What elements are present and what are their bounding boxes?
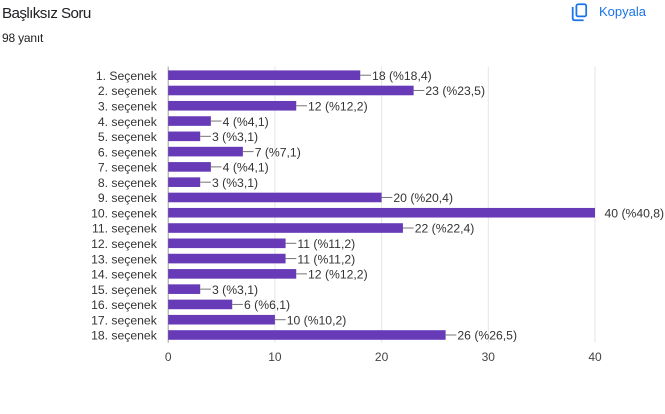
svg-text:4. seçenek: 4. seçenek (98, 115, 158, 129)
svg-text:10: 10 (268, 350, 282, 364)
svg-text:5. seçenek: 5. seçenek (98, 130, 158, 144)
svg-text:8. seçenek: 8. seçenek (98, 176, 158, 190)
svg-text:6. seçenek: 6. seçenek (98, 145, 158, 159)
svg-text:4 (%4,1): 4 (%4,1) (223, 115, 269, 129)
svg-text:10 (%10,2): 10 (%10,2) (287, 313, 347, 327)
svg-text:0: 0 (165, 350, 172, 364)
svg-text:12. seçenek: 12. seçenek (91, 237, 158, 251)
svg-text:17. seçenek: 17. seçenek (91, 313, 158, 327)
svg-text:16. seçenek: 16. seçenek (91, 298, 158, 312)
svg-text:3 (%3,1): 3 (%3,1) (212, 283, 258, 297)
svg-text:12 (%12,2): 12 (%12,2) (308, 268, 368, 282)
svg-text:11 (%11,2): 11 (%11,2) (297, 237, 355, 251)
svg-text:14. seçenek: 14. seçenek (91, 268, 158, 282)
svg-text:3. seçenek: 3. seçenek (98, 99, 158, 113)
svg-text:3 (%3,1): 3 (%3,1) (212, 130, 258, 144)
svg-text:1. Seçenek: 1. Seçenek (96, 69, 158, 83)
svg-text:6 (%6,1): 6 (%6,1) (244, 298, 290, 312)
svg-text:11. seçenek: 11. seçenek (92, 222, 158, 236)
svg-text:7. seçenek: 7. seçenek (98, 161, 158, 175)
svg-text:9. seçenek: 9. seçenek (98, 191, 158, 205)
svg-text:18 (%18,4): 18 (%18,4) (372, 69, 432, 83)
svg-text:20 (%20,4): 20 (%20,4) (393, 191, 453, 205)
svg-text:30: 30 (482, 350, 496, 364)
svg-text:40 (%40,8): 40 (%40,8) (605, 206, 665, 220)
svg-text:23 (%23,5): 23 (%23,5) (425, 84, 485, 98)
svg-text:10. seçenek: 10. seçenek (91, 206, 158, 220)
svg-text:18. seçenek: 18. seçenek (91, 329, 158, 343)
svg-text:3 (%3,1): 3 (%3,1) (212, 176, 258, 190)
svg-text:26 (%26,5): 26 (%26,5) (457, 329, 517, 343)
svg-text:13. seçenek: 13. seçenek (91, 252, 158, 266)
svg-text:22 (%22,4): 22 (%22,4) (415, 222, 475, 236)
svg-text:4 (%4,1): 4 (%4,1) (223, 161, 269, 175)
svg-text:11 (%11,2): 11 (%11,2) (297, 252, 355, 266)
svg-text:40: 40 (588, 350, 602, 364)
svg-text:12 (%12,2): 12 (%12,2) (308, 99, 368, 113)
svg-text:2. seçenek: 2. seçenek (98, 84, 158, 98)
svg-text:7 (%7,1): 7 (%7,1) (255, 145, 301, 159)
svg-text:15. seçenek: 15. seçenek (91, 283, 158, 297)
svg-text:20: 20 (375, 350, 389, 364)
